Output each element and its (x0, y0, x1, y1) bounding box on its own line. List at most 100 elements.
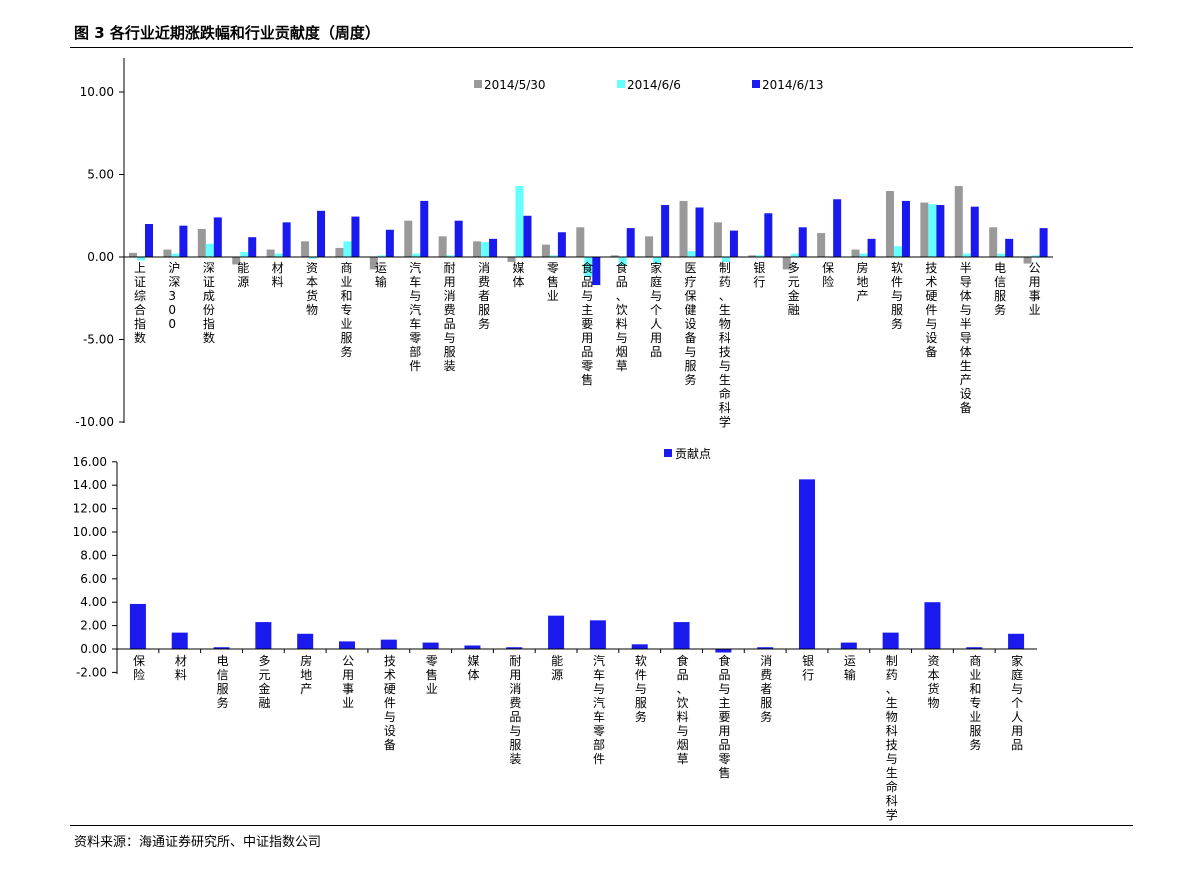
bottom-bar (966, 647, 983, 649)
bottom-category-label: 媒体 (468, 654, 480, 682)
top-bar-1 (301, 241, 310, 257)
top-bar-1 (197, 228, 206, 257)
top-bar-1 (163, 249, 172, 257)
bottom-bar (840, 642, 857, 649)
top-legend-swatch (617, 80, 625, 88)
bottom-y-tick-label: 6.00 (80, 572, 107, 586)
top-bar-1 (645, 236, 654, 257)
top-bar-2 (309, 257, 318, 259)
top-category-label: 家庭与个人用品 (650, 260, 662, 359)
figure-title: 图 3 各行业近期涨跌幅和行业贡献度（周度） (74, 24, 380, 42)
top-bar-3 (936, 205, 945, 257)
top-category-label: 材料 (272, 261, 284, 289)
top-category-label: 食品与主要用品零售 (581, 260, 593, 387)
top-bar-1 (920, 202, 929, 257)
top-bar-1 (885, 191, 894, 257)
bottom-bar (129, 603, 146, 649)
top-bar-1 (782, 257, 791, 270)
bottom-category-label: 软件与服务 (635, 654, 647, 724)
top-category-label: 技术硬件与设备 (925, 261, 937, 359)
bottom-category-label: 零售业 (426, 654, 438, 696)
bottom-y-tick-label: -2.00 (76, 665, 107, 679)
source-note: 资料来源：海通证券研究所、中证指数公司 (74, 835, 322, 850)
bottom-bar (673, 622, 690, 649)
top-bar-3 (282, 222, 291, 257)
top-bar-3 (798, 227, 807, 257)
top-category-label: 汽车与汽车零部件 (409, 260, 421, 373)
top-bar-2 (584, 257, 593, 277)
top-category-label: 食品、饮料与烟草 (616, 260, 628, 373)
top-bar-1 (232, 257, 241, 265)
top-bar-3 (213, 217, 222, 257)
bottom-y-tick-label: 8.00 (80, 548, 107, 562)
top-bar-3 (1005, 238, 1014, 257)
top-category-label: 多元金融 (788, 261, 800, 317)
bottom-y-tick-label: 10.00 (73, 525, 107, 539)
bottom-category-label: 运输 (844, 654, 856, 682)
top-bar-3 (901, 200, 910, 257)
top-bar-1 (989, 227, 998, 257)
bottom-category-label: 公用事业 (342, 654, 354, 710)
chart-weekly-change: 10.00 5.00 0.00 -5.00 -10.00 上证综合指数 沪深 3 0 0 深证成份指… (75, 58, 1053, 429)
bottom-category-label: 能源 (551, 654, 563, 682)
top-bar-3 (420, 200, 429, 257)
top-bar-2 (343, 241, 352, 257)
top-bar-3 (557, 232, 566, 257)
top-category-label: 制药、生物科技与生命科学 (719, 261, 731, 429)
bottom-legend-swatch (664, 449, 672, 457)
top-category-label: 公用事业 (1029, 261, 1041, 317)
top-category-label: 房地产 (857, 260, 869, 303)
top-legend-swatch (752, 80, 760, 88)
top-category-label: 半导体与半导体生产设备 (960, 261, 972, 415)
top-bar-3 (695, 207, 704, 257)
top-bar-1 (335, 247, 344, 257)
bottom-y-tick-label: 16.00 (73, 455, 107, 469)
top-bar-1 (576, 227, 585, 257)
top-bar-2 (377, 255, 386, 257)
top-legend-label: 2014/5/30 (484, 78, 546, 92)
top-bar-3 (970, 206, 979, 257)
top-category-label: 医疗保健设备与服务 (685, 261, 697, 387)
top-legend-swatch (474, 80, 482, 88)
top-category-label: 零售业 (547, 261, 559, 303)
top-bar-3 (351, 216, 360, 257)
top-bar-3 (729, 230, 738, 257)
top-category-label: 银行 (753, 261, 765, 289)
bottom-bar (631, 644, 648, 649)
top-category-label: 电信服务 (994, 261, 1006, 317)
top-bar-1 (954, 186, 963, 257)
top-bar-2 (205, 243, 214, 257)
top-bar-2 (481, 242, 490, 257)
top-y-tick-label: -10.00 (75, 415, 114, 429)
top-bar-3 (489, 238, 498, 257)
top-category-label: 沪深 3 0 0 (168, 261, 180, 331)
top-bar-2 (171, 253, 180, 257)
bottom-legend-label: 贡献点 (675, 446, 711, 461)
top-bar-2 (687, 251, 696, 257)
top-bar-3 (385, 229, 394, 257)
bottom-bar (297, 633, 314, 649)
top-category-label: 媒体 (512, 261, 524, 289)
top-y-tick-label: 10.00 (80, 85, 114, 99)
top-bar-3 (248, 237, 257, 257)
bottom-category-label: 制药、生物科技与生命科学 (886, 654, 898, 822)
top-bar-1 (266, 249, 275, 257)
top-bar-1 (748, 255, 757, 257)
top-bar-1 (438, 236, 447, 257)
top-bar-2 (618, 257, 627, 266)
top-bar-2 (515, 186, 524, 257)
top-bar-2 (240, 252, 249, 257)
bottom-category-label: 家庭与个人用品 (1011, 653, 1023, 752)
top-bar-1 (713, 222, 722, 257)
bottom-category-label: 食品、饮料与烟草 (677, 653, 689, 766)
bottom-y-tick-label: 14.00 (73, 478, 107, 492)
bottom-y-tick-label: 0.00 (80, 642, 107, 656)
bottom-category-label: 技术硬件与设备 (384, 654, 396, 752)
top-bar-3 (179, 225, 188, 257)
top-bar-3 (592, 257, 601, 286)
top-bar-3 (626, 228, 635, 257)
top-bar-1 (679, 200, 688, 257)
top-category-label: 消费者服务 (478, 261, 490, 331)
bottom-bar (882, 632, 899, 649)
bottom-category-label: 房地产 (300, 653, 312, 696)
